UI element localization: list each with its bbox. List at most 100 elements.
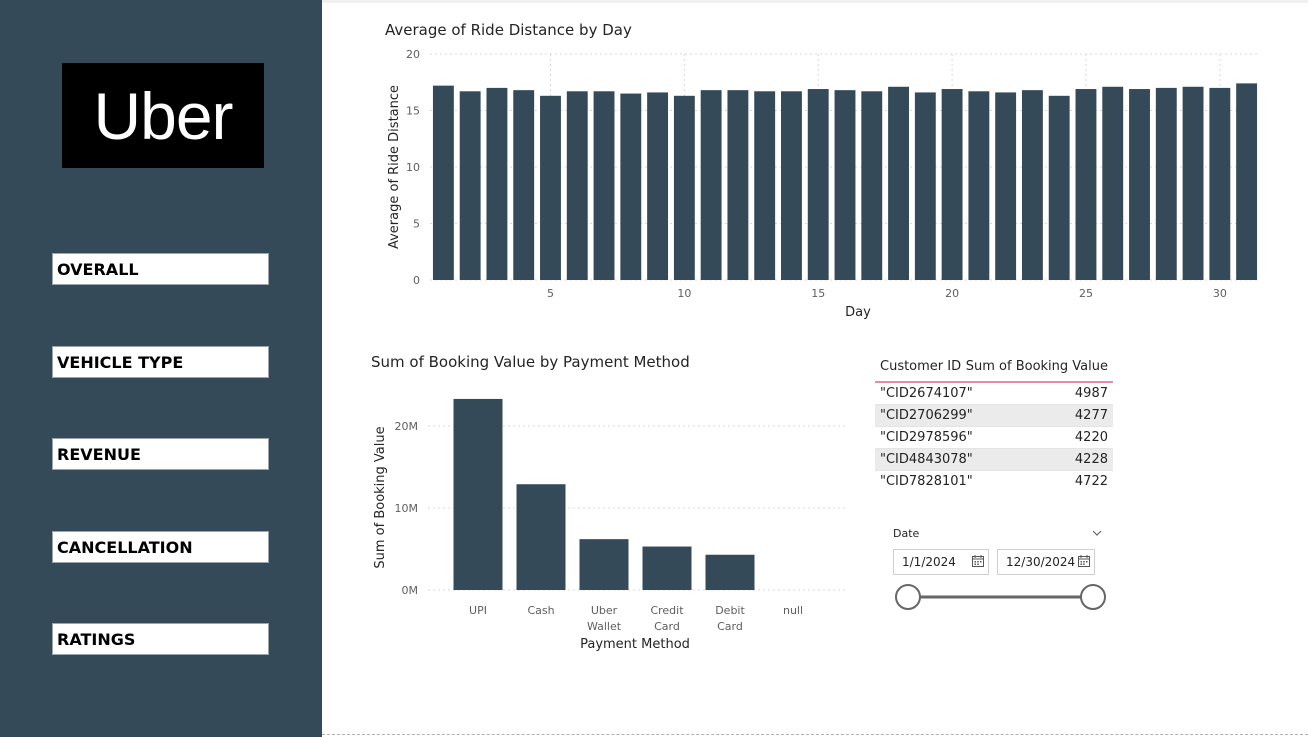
cell-booking-value: 4722 (1074, 474, 1108, 489)
bar-day-14 (781, 91, 802, 280)
end-date-value: 12/30/2024 (1006, 555, 1076, 569)
x-tick-label: null (783, 604, 803, 617)
column-header-customer-id[interactable]: Customer ID (880, 359, 962, 374)
table-row[interactable]: "CID2978596" 4220 (875, 427, 1113, 449)
x-axis-label: Day (845, 305, 871, 320)
bar-day-6 (566, 91, 588, 280)
y-tick-label: 20M (395, 420, 419, 433)
date-slicer: Date 1/1/2024 12/30/2024 (893, 525, 1111, 615)
bar-day-23 (1021, 90, 1043, 280)
x-tick-label: 20 (945, 287, 959, 300)
y-axis-label: Average of Ride Distance (387, 85, 402, 249)
nav-button-vehicle-type[interactable]: VEHICLE TYPE (52, 346, 269, 378)
bar-day-18 (888, 86, 909, 280)
date-range-slider[interactable] (893, 583, 1111, 613)
bar-credit-card (642, 546, 692, 590)
x-axis-label: Payment Method (580, 637, 690, 652)
bar-day-15 (807, 89, 829, 280)
table-row[interactable]: "CID4843078" 4228 (875, 449, 1113, 471)
y-tick-label: 5 (413, 218, 420, 231)
x-tick-label: 10 (677, 287, 691, 300)
x-tick-label: 25 (1079, 287, 1093, 300)
booking-value-chart[interactable]: 0M 10M 20M UPI Cash Uber Wallet Credit Card Debit… (365, 375, 855, 660)
bar-day-22 (995, 92, 1017, 280)
cell-customer-id: "CID4843078" (880, 452, 973, 467)
y-tick-label: 0M (402, 584, 419, 597)
bar-day-20 (941, 89, 963, 280)
chevron-down-icon[interactable] (1091, 528, 1103, 538)
cell-booking-value: 4987 (1074, 386, 1108, 401)
sidebar: Uber OVERALL VEHICLE TYPE REVENUE CANCEL… (0, 0, 322, 737)
bar-day-25 (1075, 89, 1097, 280)
x-tick-label: 5 (547, 287, 554, 300)
bar-day-3 (486, 87, 508, 281)
nav-button-ratings[interactable]: RATINGS (52, 623, 269, 655)
cell-customer-id: "CID2978596" (880, 430, 973, 445)
ride-distance-chart-title: Average of Ride Distance by Day (385, 21, 632, 39)
bar-upi (453, 398, 503, 590)
x-tick-label: Uber (591, 604, 618, 617)
x-tick-label: Cash (527, 604, 554, 617)
bar-day-10 (673, 95, 695, 280)
x-tick-label: Credit (650, 604, 684, 617)
customer-booking-table: Customer ID Sum of Booking Value "CID267… (875, 352, 1113, 492)
y-tick-label: 0 (413, 274, 420, 287)
nav-button-overall[interactable]: OVERALL (52, 253, 269, 285)
bar-day-7 (593, 91, 615, 280)
nav-button-cancellation[interactable]: CANCELLATION (52, 531, 269, 563)
cell-booking-value: 4228 (1074, 452, 1108, 467)
bar-day-8 (620, 93, 642, 280)
y-tick-label: 20 (406, 48, 420, 61)
bar-day-26 (1102, 86, 1124, 280)
bar-day-2 (459, 91, 481, 280)
table-row[interactable]: "CID2674107" 4987 (875, 383, 1113, 405)
cell-customer-id: "CID2706299" (880, 408, 973, 423)
bar-day-30 (1209, 87, 1231, 281)
bar-day-12 (727, 90, 749, 280)
cell-customer-id: "CID2674107" (880, 386, 973, 401)
bar-day-21 (968, 91, 990, 280)
table-row[interactable]: "CID7828101" 4722 (875, 471, 1113, 492)
bar-day-29 (1182, 86, 1204, 280)
booking-value-chart-title: Sum of Booking Value by Payment Method (371, 353, 690, 371)
date-slicer-label: Date (893, 527, 920, 540)
calendar-icon[interactable] (1078, 555, 1090, 567)
uber-logo: Uber (62, 63, 264, 168)
bar-day-9 (647, 92, 669, 280)
bar-day-24 (1048, 95, 1070, 280)
cell-booking-value: 4277 (1074, 408, 1108, 423)
cell-customer-id: "CID7828101" (880, 474, 973, 489)
y-tick-label: 15 (406, 105, 420, 118)
x-tick-label: Debit (715, 604, 745, 617)
y-tick-label: 10 (406, 161, 420, 174)
calendar-icon[interactable] (972, 555, 984, 567)
bar-day-27 (1129, 89, 1150, 280)
x-tick-label: Card (717, 620, 743, 633)
bar-uber-wallet (579, 539, 629, 590)
logo-text: Uber (93, 78, 233, 153)
table-header: Customer ID Sum of Booking Value (875, 352, 1113, 383)
nav-button-revenue[interactable]: REVENUE (52, 438, 269, 470)
end-date-input[interactable]: 12/30/2024 (997, 549, 1095, 575)
ride-distance-chart[interactable]: 0 5 10 15 20 5 10 15 20 25 30 Day Average of Ride Di… (370, 40, 1270, 330)
slider-start-handle[interactable] (895, 584, 921, 610)
page-bottom-border (322, 734, 1308, 735)
bar-day-19 (914, 92, 936, 280)
cell-booking-value: 4220 (1074, 430, 1108, 445)
y-tick-label: 10M (395, 502, 419, 515)
x-tick-label: UPI (469, 604, 487, 617)
x-tick-label: 15 (811, 287, 825, 300)
y-axis-label: Sum of Booking Value (373, 426, 388, 568)
bar-cash (516, 484, 566, 590)
x-tick-label: Wallet (587, 620, 622, 633)
start-date-value: 1/1/2024 (902, 555, 956, 569)
table-row[interactable]: "CID2706299" 4277 (875, 405, 1113, 427)
bar-day-28 (1155, 87, 1177, 281)
bar-day-17 (861, 91, 883, 280)
start-date-input[interactable]: 1/1/2024 (893, 549, 989, 575)
top-border (322, 0, 1308, 3)
bar-day-31 (1236, 83, 1258, 280)
column-header-booking-value[interactable]: Sum of Booking Value (965, 359, 1108, 374)
bar-day-16 (834, 90, 856, 280)
slider-end-handle[interactable] (1080, 584, 1106, 610)
